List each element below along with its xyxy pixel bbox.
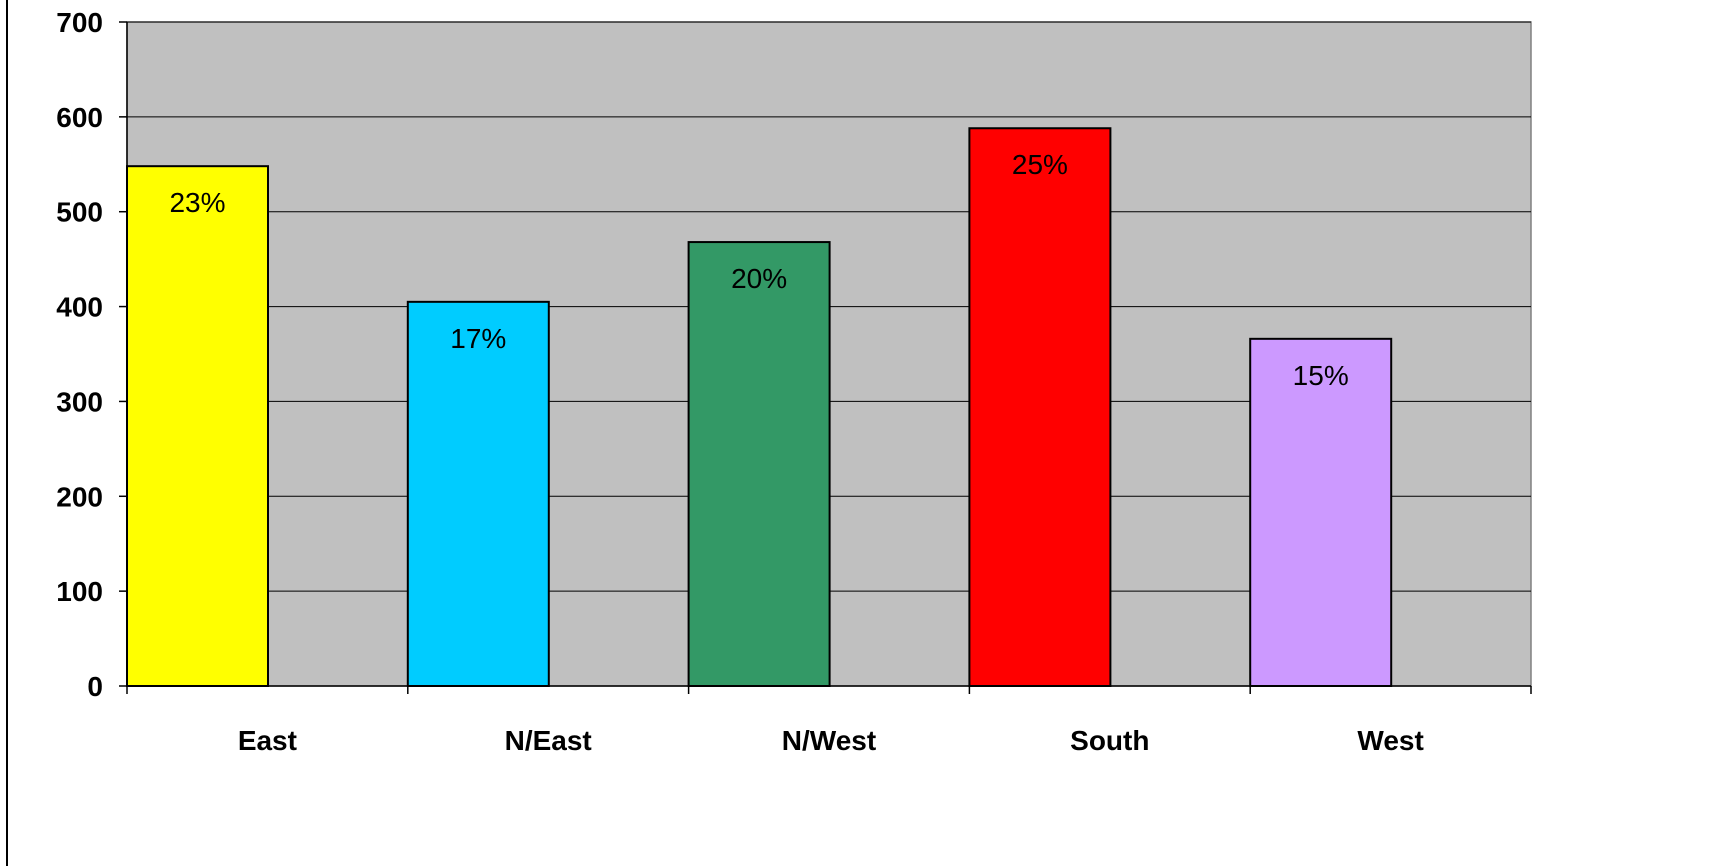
data-label: 23% (169, 187, 225, 218)
bar-east (126, 165, 269, 687)
data-label: 20% (731, 263, 787, 294)
y-axis-ticks: 0 100 200 300 400 500 600 700 (56, 7, 127, 702)
y-tick-label: 600 (56, 102, 103, 133)
bar-n-west (687, 241, 831, 687)
y-tick-label: 100 (56, 576, 103, 607)
y-tick-label: 300 (56, 386, 103, 417)
y-tick-label: 700 (56, 7, 103, 38)
y-tick-label: 0 (87, 671, 103, 702)
y-tick-label: 500 (56, 197, 103, 228)
x-axis-ticks: East N/East N/West South West (126, 686, 1532, 756)
y-tick-label: 400 (56, 292, 103, 323)
bar-n-east (406, 300, 550, 687)
x-category-label: South (1070, 725, 1149, 756)
data-label: 15% (1293, 360, 1349, 391)
x-category-label: East (238, 725, 297, 756)
bar-south (968, 127, 1112, 688)
data-label: 25% (1012, 149, 1068, 180)
x-category-label: N/East (505, 725, 592, 756)
data-labels: 23% 17% 20% 25% 15% (169, 149, 1348, 391)
bar-west (1249, 337, 1393, 687)
data-label: 17% (450, 323, 506, 354)
x-category-label: N/West (782, 725, 876, 756)
bars (126, 127, 1393, 688)
x-category-label: West (1357, 725, 1423, 756)
y-tick-label: 200 (56, 481, 103, 512)
